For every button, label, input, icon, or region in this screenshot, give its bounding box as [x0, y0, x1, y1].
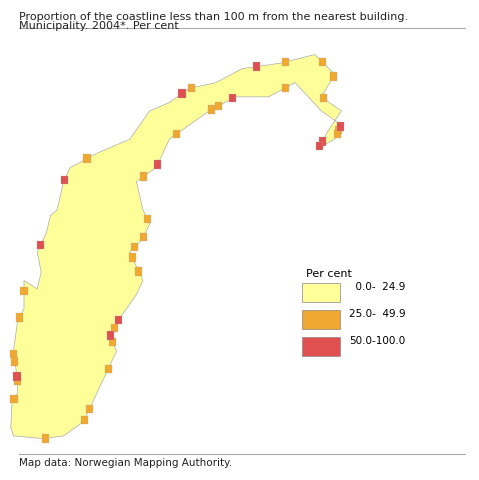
Bar [140, 232, 147, 241]
Bar [320, 94, 327, 102]
Bar [11, 395, 18, 403]
Bar [319, 137, 326, 145]
Bar [337, 122, 344, 131]
Bar [282, 84, 289, 92]
Bar [173, 130, 180, 138]
Bar [115, 316, 122, 324]
Text: Map data: Norwegian Mapping Authority.: Map data: Norwegian Mapping Authority. [19, 458, 232, 468]
Bar [86, 405, 93, 413]
Text: 0.0-  24.9: 0.0- 24.9 [349, 282, 405, 292]
Bar [109, 338, 116, 347]
Bar [188, 84, 195, 92]
Bar [229, 94, 237, 102]
Bar [316, 142, 323, 150]
Bar [215, 102, 222, 110]
Bar [319, 58, 326, 66]
Bar [13, 372, 21, 381]
Text: Municipality. 2004*. Per cent: Municipality. 2004*. Per cent [19, 21, 179, 31]
FancyBboxPatch shape [302, 337, 340, 356]
Bar [178, 89, 185, 98]
Bar [11, 357, 19, 366]
Bar [107, 331, 114, 340]
Bar [14, 377, 21, 385]
FancyBboxPatch shape [302, 310, 340, 329]
Bar [42, 434, 49, 443]
Bar [330, 72, 337, 81]
Bar [144, 215, 151, 223]
Bar [131, 243, 138, 251]
FancyBboxPatch shape [302, 283, 340, 302]
Bar [135, 267, 142, 276]
Bar [10, 350, 17, 358]
Bar [80, 416, 88, 424]
Bar [16, 313, 23, 322]
Bar [333, 130, 341, 138]
Bar [128, 253, 136, 262]
Bar [37, 241, 44, 249]
Bar [282, 58, 289, 66]
Bar [335, 126, 342, 134]
Polygon shape [11, 55, 341, 439]
Bar [140, 172, 147, 180]
Bar [154, 160, 161, 169]
Text: Per cent: Per cent [306, 269, 352, 279]
Bar [83, 155, 91, 163]
Bar [104, 365, 112, 373]
Text: Proportion of the coastline less than 100 m from the nearest building.: Proportion of the coastline less than 10… [19, 12, 408, 22]
Bar [21, 287, 28, 295]
Text: 25.0-  49.9: 25.0- 49.9 [349, 309, 405, 319]
Bar [61, 176, 68, 184]
Bar [208, 106, 216, 114]
Bar [111, 324, 118, 332]
Bar [253, 62, 260, 71]
Text: 50.0-100.0: 50.0-100.0 [349, 336, 405, 346]
